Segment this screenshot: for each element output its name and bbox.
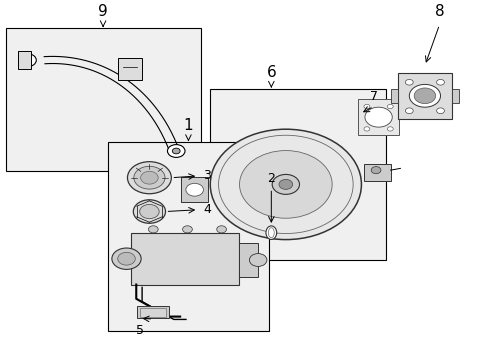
Text: 5: 5 bbox=[135, 324, 143, 337]
Circle shape bbox=[405, 108, 412, 114]
Text: 7: 7 bbox=[369, 90, 377, 103]
Circle shape bbox=[140, 204, 159, 219]
Circle shape bbox=[436, 108, 444, 114]
Circle shape bbox=[23, 57, 31, 63]
Bar bbox=[118, 58, 142, 80]
Circle shape bbox=[127, 162, 171, 194]
Bar bbox=[210, 89, 385, 260]
Bar bbox=[5, 28, 200, 171]
Circle shape bbox=[405, 80, 412, 85]
Circle shape bbox=[141, 171, 158, 184]
Bar bbox=[137, 306, 168, 318]
Bar bbox=[131, 233, 238, 284]
Ellipse shape bbox=[265, 226, 276, 239]
Circle shape bbox=[182, 226, 192, 233]
Ellipse shape bbox=[268, 228, 274, 238]
Text: 6: 6 bbox=[266, 65, 276, 80]
Circle shape bbox=[279, 179, 292, 189]
Text: 4: 4 bbox=[203, 203, 210, 216]
Bar bbox=[451, 89, 458, 103]
Circle shape bbox=[363, 104, 369, 109]
Circle shape bbox=[133, 200, 165, 223]
Circle shape bbox=[167, 145, 184, 157]
Bar bbox=[18, 51, 31, 69]
Circle shape bbox=[363, 127, 369, 131]
Text: 9: 9 bbox=[98, 4, 108, 19]
Bar bbox=[363, 164, 390, 181]
Circle shape bbox=[118, 252, 135, 265]
Circle shape bbox=[436, 80, 444, 85]
Circle shape bbox=[386, 127, 392, 131]
Bar bbox=[238, 243, 258, 277]
Circle shape bbox=[218, 135, 352, 234]
Bar bbox=[140, 308, 166, 316]
Circle shape bbox=[19, 54, 36, 67]
Text: 2: 2 bbox=[267, 172, 275, 185]
Bar bbox=[357, 99, 399, 135]
Circle shape bbox=[112, 248, 141, 269]
Circle shape bbox=[148, 226, 158, 233]
Circle shape bbox=[272, 175, 299, 194]
Bar bbox=[108, 142, 268, 331]
Bar bbox=[181, 177, 207, 202]
Circle shape bbox=[413, 88, 435, 104]
Text: 3: 3 bbox=[203, 170, 210, 183]
Bar bbox=[397, 73, 451, 119]
Circle shape bbox=[239, 150, 331, 218]
Circle shape bbox=[249, 253, 266, 266]
Circle shape bbox=[172, 148, 180, 154]
Circle shape bbox=[408, 84, 440, 107]
Circle shape bbox=[185, 183, 203, 196]
Circle shape bbox=[364, 107, 391, 127]
Circle shape bbox=[134, 166, 164, 189]
Circle shape bbox=[216, 226, 226, 233]
Text: 1: 1 bbox=[183, 118, 193, 133]
Bar bbox=[390, 89, 397, 103]
Text: 8: 8 bbox=[434, 4, 444, 19]
Circle shape bbox=[386, 104, 392, 109]
Circle shape bbox=[370, 167, 380, 174]
Circle shape bbox=[210, 129, 361, 240]
